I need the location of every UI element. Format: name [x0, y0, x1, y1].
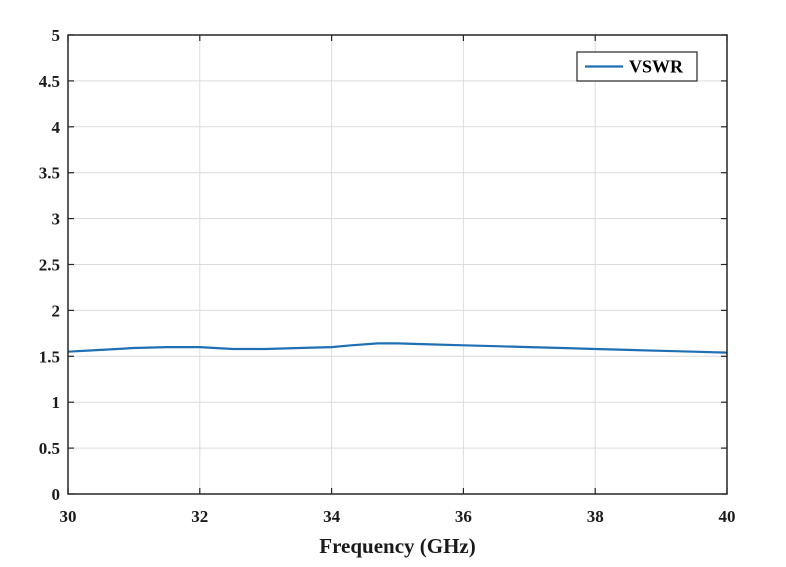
- legend: VSWR: [576, 51, 698, 82]
- tick-marks: [67, 34, 728, 495]
- x-tick-label: 34: [323, 507, 341, 526]
- y-tick-labels: 0 0.5 1 1.5 2 2.5 3 3.5 4 4.5 5: [39, 26, 61, 504]
- x-tick-labels: 30 32 34 36 38 40: [60, 507, 736, 526]
- y-tick-label: 0.5: [39, 439, 60, 458]
- x-tick-label: 36: [455, 507, 472, 526]
- x-tick-label: 40: [719, 507, 736, 526]
- grid: [67, 34, 728, 495]
- x-tick-label: 30: [60, 507, 77, 526]
- y-tick-label: 4: [52, 118, 61, 137]
- series-line-vswr: [67, 342, 728, 354]
- y-tick-label: 3: [52, 210, 61, 229]
- legend-label: VSWR: [629, 57, 684, 77]
- y-tick-label: 3.5: [39, 164, 60, 183]
- y-tick-label: 2: [52, 301, 61, 320]
- y-tick-label: 1: [52, 393, 61, 412]
- x-tick-label: 38: [587, 507, 604, 526]
- x-axis-label: Frequency (GHz): [319, 534, 476, 558]
- y-tick-label: 1.5: [39, 347, 60, 366]
- y-tick-label: 4.5: [39, 72, 60, 91]
- y-tick-label: 2.5: [39, 256, 60, 275]
- y-tick-label: 5: [52, 26, 61, 45]
- x-tick-label: 32: [191, 507, 208, 526]
- series-layer: [67, 342, 728, 354]
- y-tick-label: 0: [52, 485, 61, 504]
